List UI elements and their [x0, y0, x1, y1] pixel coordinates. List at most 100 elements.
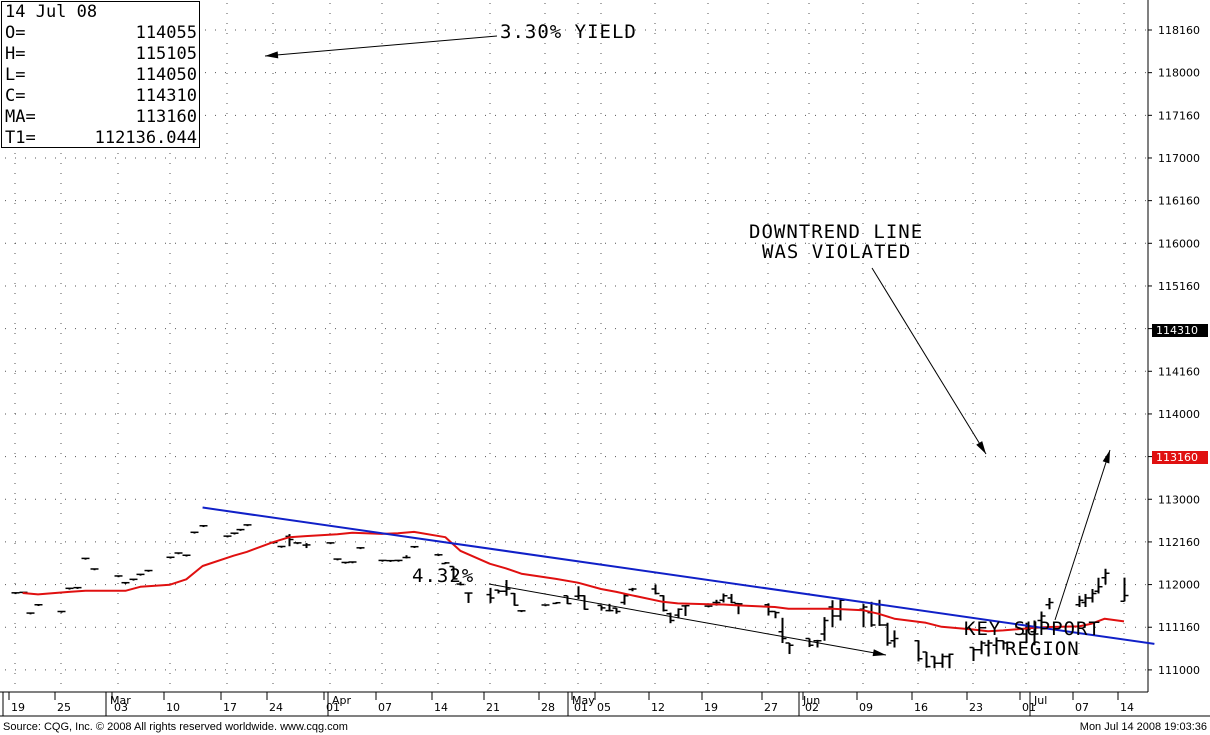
- arrow-downtrend-shaft: [871, 267, 987, 455]
- arrow-downtrend-head: [976, 441, 986, 454]
- ohlc-bar: [984, 639, 993, 657]
- y-tick-label: 114160: [1158, 365, 1200, 378]
- y-tick-label: 116160: [1158, 195, 1200, 208]
- y-tick-label: 116000: [1158, 237, 1200, 250]
- ohlc-bar: [293, 542, 302, 545]
- ohlc-bar: [129, 578, 138, 581]
- x-tick-label: 23: [969, 701, 983, 714]
- ohlc-bar: [883, 622, 892, 646]
- ohlc-bar: [199, 525, 208, 528]
- ohlc-bar: [922, 651, 931, 668]
- ohlc-bar: [580, 595, 589, 610]
- annotation-downtrend-line1: DOWNTREND LINE: [749, 221, 924, 243]
- y-tick-label: 118160: [1158, 24, 1200, 37]
- ohlc-bar: [651, 584, 660, 595]
- y-tick-label: 111160: [1158, 621, 1200, 634]
- ohlc-label: L=: [5, 65, 26, 85]
- ohlc-bar: [541, 604, 550, 607]
- month-label: Apr: [332, 694, 352, 707]
- ohlc-bar: [73, 586, 82, 589]
- ohlc-bar: [785, 642, 794, 655]
- ohlc-bar: [434, 554, 443, 557]
- ohlc-bar: [805, 637, 814, 648]
- ohlc-bar: [34, 604, 43, 607]
- ohlc-bar: [11, 592, 20, 595]
- ohlc-bar: [517, 610, 526, 613]
- x-tick-label: 01: [326, 701, 340, 714]
- ohlc-bar: [121, 581, 130, 584]
- month-label: Jun: [802, 694, 820, 707]
- ohlc-bar: [277, 545, 286, 548]
- ohlc-bar: [326, 542, 335, 545]
- last-price-tag: 114310: [1152, 324, 1208, 337]
- ohlc-bar: [666, 612, 675, 624]
- source-credit: Source: CQG, Inc. © 2008 All rights rese…: [3, 721, 348, 733]
- month-label: Jul: [1033, 694, 1047, 707]
- x-tick-label: 17: [223, 701, 237, 714]
- footer: Source: CQG, Inc. © 2008 All rights rese…: [0, 718, 1210, 735]
- ohlc-value: 114055: [135, 23, 197, 43]
- x-tick-label: 03: [114, 701, 128, 714]
- ohlc-bar: [223, 535, 232, 538]
- ohlc-bar: [394, 559, 403, 562]
- ohlc-info-panel: 14 Jul 08 O= 114055 H= 115105 L= 114050 C= 1…: [1, 1, 200, 148]
- x-tick-label: 19: [704, 701, 718, 714]
- ohlc-value: 114310: [135, 86, 197, 106]
- ohlc-bar: [890, 630, 899, 648]
- ohlc-bar: [764, 603, 773, 616]
- ohlc-bar: [969, 646, 978, 661]
- ohlc-bar: [1120, 577, 1129, 603]
- ohlc-bar: [1094, 577, 1103, 594]
- ohlc-value: 113160: [135, 107, 197, 127]
- ohlc-label: H=: [5, 44, 26, 64]
- ohlc-bar: [502, 580, 511, 596]
- ohlc-bar: [243, 524, 252, 527]
- ohlc-bar: [945, 653, 954, 669]
- ohlc-value: 112136.044: [94, 128, 197, 148]
- ohlc-bar: [930, 655, 939, 669]
- ohlc-bar: [867, 601, 876, 627]
- ohlc-bar: [674, 608, 683, 619]
- ohlc-bar: [628, 587, 637, 592]
- ohlc-bar: [813, 639, 822, 648]
- ohlc-bar: [464, 592, 473, 603]
- ohlc-bar: [236, 528, 245, 531]
- ohlc-value: 114050: [135, 65, 197, 85]
- ohlc-bar: [144, 569, 153, 572]
- ohlc-date: 14 Jul 08: [5, 2, 98, 22]
- ohlc-bar: [333, 558, 342, 561]
- moving-average-line: [22, 530, 1125, 633]
- ohlc-bar: [1101, 568, 1110, 585]
- y-tick-label: 114000: [1158, 408, 1200, 421]
- x-tick-label: 07: [378, 701, 392, 714]
- y-tick-label: 117160: [1158, 109, 1200, 122]
- annotation-support-line1: KEY SUPPORT: [964, 618, 1101, 640]
- ohlc-bar: [612, 607, 621, 614]
- x-tick-label: 07: [1075, 701, 1089, 714]
- ohlc-bar: [704, 605, 713, 608]
- ohlc-bar: [859, 604, 868, 628]
- annotation-support-line2: REGION: [1005, 638, 1080, 660]
- timestamp: Mon Jul 14 2008 19:03:36: [1079, 721, 1207, 733]
- ohlc-bar: [1037, 611, 1046, 628]
- ohlc-row-trendline: T1= 112136.044: [2, 128, 199, 149]
- x-tick-label: 01: [574, 701, 588, 714]
- ohlc-bar: [341, 561, 350, 564]
- arrow-support-shaft: [1054, 449, 1111, 621]
- ohlc-bar: [620, 593, 629, 605]
- ohlc-bar: [977, 640, 986, 655]
- ohlc-bar: [719, 593, 728, 603]
- x-tick-label: 28: [541, 701, 555, 714]
- ohlc-bar: [681, 604, 690, 616]
- ohlc-value: 115105: [135, 44, 197, 64]
- ohlc-bar: [574, 586, 583, 600]
- ohlc-bar: [378, 559, 387, 562]
- ohlc-bar: [486, 587, 495, 603]
- y-tick-label: 111000: [1158, 664, 1200, 677]
- ohlc-bar: [285, 534, 294, 547]
- ohlc-bar: [914, 640, 923, 662]
- ohlc-label: O=: [5, 23, 26, 43]
- x-tick-label: 01: [1022, 701, 1036, 714]
- y-tick-label: 112160: [1158, 536, 1200, 549]
- ohlc-bar: [302, 543, 311, 549]
